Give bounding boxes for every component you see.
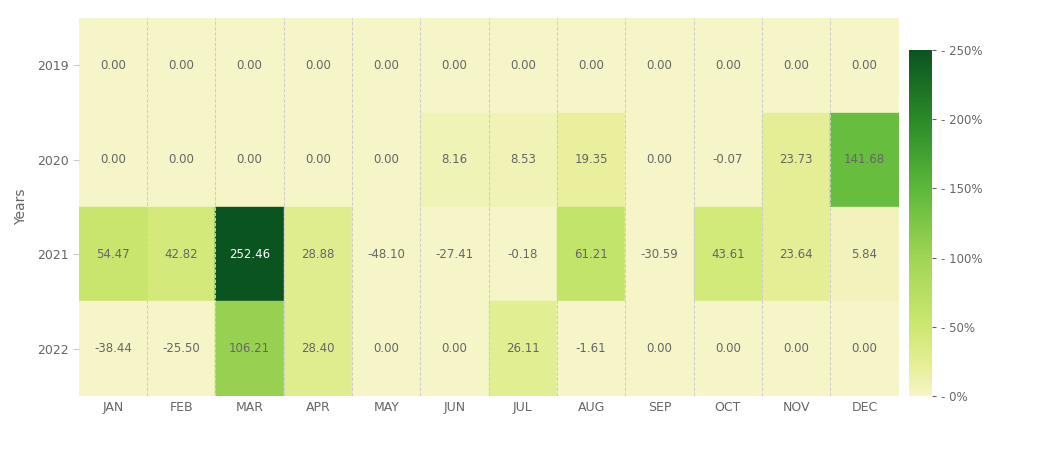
- Text: -30.59: -30.59: [641, 248, 678, 261]
- Text: 0.00: 0.00: [441, 342, 468, 355]
- Text: 26.11: 26.11: [506, 342, 540, 355]
- Text: 106.21: 106.21: [229, 342, 270, 355]
- Text: 141.68: 141.68: [844, 153, 885, 167]
- Bar: [694, 18, 762, 113]
- Text: -27.41: -27.41: [435, 248, 474, 261]
- Text: 8.16: 8.16: [441, 153, 468, 167]
- Text: -0.07: -0.07: [713, 153, 743, 167]
- Bar: [215, 207, 284, 301]
- Bar: [762, 112, 830, 207]
- Text: 0.00: 0.00: [715, 342, 741, 355]
- Bar: [352, 18, 420, 113]
- Text: -25.50: -25.50: [163, 342, 200, 355]
- Text: 0.00: 0.00: [510, 59, 536, 72]
- Text: 0.00: 0.00: [783, 59, 809, 72]
- Text: 61.21: 61.21: [574, 248, 609, 261]
- Text: 0.00: 0.00: [305, 153, 331, 167]
- Text: 43.61: 43.61: [712, 248, 744, 261]
- Bar: [625, 112, 694, 207]
- Bar: [352, 112, 420, 207]
- Text: 0.00: 0.00: [168, 59, 194, 72]
- Bar: [147, 112, 215, 207]
- Text: 0.00: 0.00: [305, 59, 331, 72]
- Bar: [830, 301, 899, 396]
- Text: 23.64: 23.64: [780, 248, 812, 261]
- Bar: [284, 112, 352, 207]
- Bar: [557, 112, 625, 207]
- Text: 8.53: 8.53: [510, 153, 536, 167]
- Bar: [79, 112, 147, 207]
- Text: 0.00: 0.00: [851, 342, 878, 355]
- Text: 28.88: 28.88: [302, 248, 334, 261]
- Bar: [147, 301, 215, 396]
- Bar: [147, 18, 215, 113]
- Text: 252.46: 252.46: [229, 248, 270, 261]
- Bar: [147, 207, 215, 301]
- Bar: [625, 301, 694, 396]
- Bar: [79, 301, 147, 396]
- Bar: [830, 18, 899, 113]
- Bar: [489, 207, 557, 301]
- Bar: [489, 18, 557, 113]
- Bar: [694, 207, 762, 301]
- Y-axis label: Years: Years: [15, 189, 28, 225]
- Bar: [352, 207, 420, 301]
- Text: -1.61: -1.61: [576, 342, 606, 355]
- Bar: [284, 207, 352, 301]
- Text: 0.00: 0.00: [373, 342, 399, 355]
- Bar: [830, 112, 899, 207]
- Bar: [420, 112, 489, 207]
- Bar: [284, 301, 352, 396]
- Text: 0.00: 0.00: [715, 59, 741, 72]
- Text: 0.00: 0.00: [236, 59, 263, 72]
- Text: -48.10: -48.10: [367, 248, 406, 261]
- Text: 0.00: 0.00: [168, 153, 194, 167]
- Bar: [625, 18, 694, 113]
- Text: 0.00: 0.00: [100, 59, 126, 72]
- Bar: [79, 18, 147, 113]
- Text: 28.40: 28.40: [302, 342, 334, 355]
- Text: 0.00: 0.00: [783, 342, 809, 355]
- Text: 19.35: 19.35: [575, 153, 607, 167]
- Text: 0.00: 0.00: [851, 59, 878, 72]
- Text: 0.00: 0.00: [646, 59, 673, 72]
- Bar: [694, 112, 762, 207]
- Bar: [557, 301, 625, 396]
- Text: 0.00: 0.00: [578, 59, 604, 72]
- Text: 0.00: 0.00: [373, 153, 399, 167]
- Bar: [557, 207, 625, 301]
- Bar: [420, 18, 489, 113]
- Bar: [694, 301, 762, 396]
- Bar: [830, 207, 899, 301]
- Bar: [489, 301, 557, 396]
- Text: 54.47: 54.47: [97, 248, 129, 261]
- Bar: [557, 18, 625, 113]
- Text: 0.00: 0.00: [646, 342, 673, 355]
- Bar: [762, 18, 830, 113]
- Bar: [625, 207, 694, 301]
- Bar: [284, 18, 352, 113]
- Text: 0.00: 0.00: [441, 59, 468, 72]
- Bar: [215, 18, 284, 113]
- Bar: [762, 301, 830, 396]
- Bar: [215, 301, 284, 396]
- Bar: [79, 207, 147, 301]
- Bar: [420, 207, 489, 301]
- Bar: [489, 112, 557, 207]
- Text: 0.00: 0.00: [646, 153, 673, 167]
- Text: 0.00: 0.00: [236, 153, 263, 167]
- Bar: [215, 112, 284, 207]
- Text: 42.82: 42.82: [165, 248, 198, 261]
- Bar: [420, 301, 489, 396]
- Text: 5.84: 5.84: [851, 248, 878, 261]
- Text: -0.18: -0.18: [508, 248, 538, 261]
- Bar: [352, 301, 420, 396]
- Bar: [762, 207, 830, 301]
- Text: -38.44: -38.44: [94, 342, 132, 355]
- Text: 23.73: 23.73: [780, 153, 812, 167]
- Text: 0.00: 0.00: [100, 153, 126, 167]
- Text: 0.00: 0.00: [373, 59, 399, 72]
